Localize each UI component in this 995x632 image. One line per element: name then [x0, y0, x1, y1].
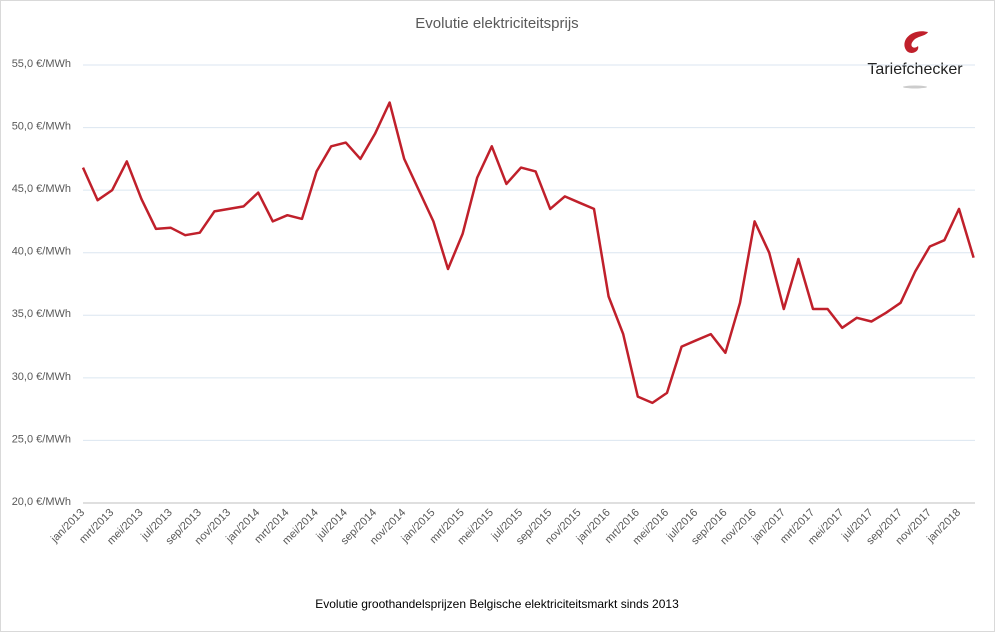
y-tick-label: 25,0 €/MWh — [12, 433, 71, 445]
brand: Tariefchecker — [867, 61, 963, 78]
caption: Evolutie groothandelsprijzen Belgische e… — [315, 597, 679, 611]
logo-icon — [904, 31, 928, 53]
y-tick-label: 35,0 €/MWh — [12, 308, 71, 320]
chart-title: Evolutie elektriciteitsprijs — [415, 15, 578, 32]
y-tick-label: 40,0 €/MWh — [12, 246, 71, 258]
logo — [903, 31, 928, 89]
y-tick-label: 30,0 €/MWh — [12, 371, 71, 383]
y-tick-label: 55,0 €/MWh — [12, 58, 71, 70]
logo-shadow — [903, 85, 927, 89]
y-tick-label: 20,0 €/MWh — [12, 496, 71, 508]
price-line — [81, 101, 975, 405]
y-tick-label: 50,0 €/MWh — [12, 120, 71, 132]
y-tick-label: 45,0 €/MWh — [12, 183, 71, 195]
